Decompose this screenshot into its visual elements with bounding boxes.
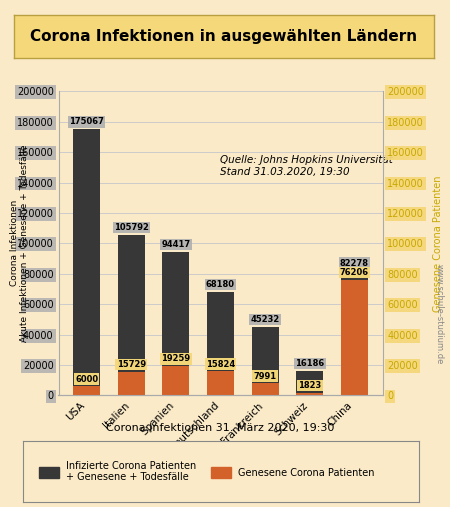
Text: 1823: 1823 [298,381,321,390]
Text: Corona Infektionen
Akute Infektionen + Genesene + Todesfälle: Corona Infektionen Akute Infektionen + G… [10,144,29,342]
Bar [341,270,368,395]
Text: 6000: 6000 [75,375,98,384]
Text: Corona Infektionen in ausgewählten Ländern: Corona Infektionen in ausgewählten Lände… [30,29,418,44]
Bar [297,393,323,395]
Bar [341,279,368,395]
Text: 175067: 175067 [69,118,104,126]
Text: 15824: 15824 [206,359,235,369]
Bar [73,386,100,395]
Text: 82278: 82278 [340,259,369,268]
Bar [207,292,234,395]
Text: Quelle: Johns Hopkins Universität
Stand 31.03.2020, 19:30: Quelle: Johns Hopkins Universität Stand … [220,155,393,177]
Text: 15729: 15729 [117,360,146,369]
Text: 94417: 94417 [161,240,190,249]
Text: 19259: 19259 [161,354,190,364]
Text: 68180: 68180 [206,280,235,289]
Text: Corona Infektionen 31. März 2020, 19:30: Corona Infektionen 31. März 2020, 19:30 [106,423,335,433]
Text: 105792: 105792 [114,223,148,232]
Y-axis label: Genesene Corona Patienten: Genesene Corona Patienten [432,175,442,312]
Text: 16186: 16186 [295,359,324,368]
Text: 45232: 45232 [251,315,280,324]
Bar [207,372,234,395]
Text: www.schule-studium.de: www.schule-studium.de [434,264,443,365]
Bar [252,327,279,395]
Bar [73,129,100,395]
Bar [162,252,189,395]
Text: 76206: 76206 [340,268,369,277]
Bar [297,371,323,395]
Legend: Infizierte Corona Patienten
+ Genesene + Todesfälle, Genesene Corona Patienten: Infizierte Corona Patienten + Genesene +… [35,457,379,486]
Bar [118,235,144,395]
Bar [118,372,144,395]
Text: 7991: 7991 [253,372,277,381]
Bar [162,366,189,395]
Bar [252,383,279,395]
